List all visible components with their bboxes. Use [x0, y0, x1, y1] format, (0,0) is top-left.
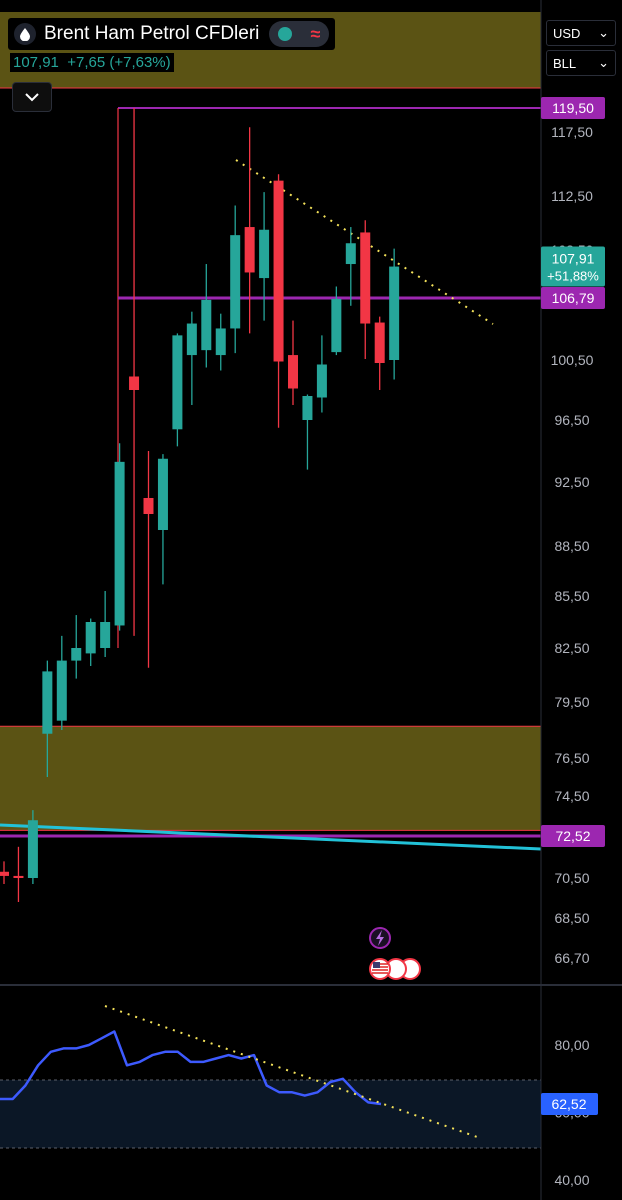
price-axis: 117,50112,50108,50100,5096,5092,5088,508… — [540, 0, 605, 985]
chevron-down-icon — [25, 93, 39, 102]
price-label-1: 106,79 — [552, 290, 595, 306]
currency-select[interactable]: USD ⌄ — [546, 20, 616, 46]
candle-body-20 — [288, 355, 298, 389]
candle-body-14 — [201, 299, 212, 351]
live-dot-icon — [278, 27, 293, 41]
axis-tick-8: 82,50 — [554, 640, 589, 656]
axis-tick-3: 100,50 — [551, 352, 594, 368]
symbol-title: Brent Ham Petrol CFDleri — [44, 23, 260, 44]
axis-tick-4: 96,50 — [554, 412, 589, 428]
axis-tick-14: 66,70 — [554, 950, 589, 966]
candle-body-9 — [129, 376, 140, 390]
axis-tick-9: 79,50 — [554, 694, 589, 710]
lightning-icon[interactable] — [369, 927, 391, 949]
zone-1 — [0, 726, 541, 831]
candle-body-22 — [316, 364, 327, 398]
candle-body-18 — [259, 229, 270, 279]
last-price-value: 107,91 — [552, 251, 595, 267]
candle-body-6 — [85, 622, 96, 654]
unit-select[interactable]: BLL ⌄ — [546, 50, 616, 76]
rsi-line — [0, 1030, 382, 1106]
candle-body-17 — [244, 227, 255, 273]
candle-body-11 — [157, 458, 168, 530]
rsi-current-label: 62,52 — [551, 1096, 586, 1112]
collapse-button[interactable] — [12, 82, 52, 112]
current-price: 107,91 — [13, 54, 59, 71]
candle-body-16 — [230, 235, 241, 329]
candle-body-24 — [345, 243, 356, 265]
currency-value: USD — [553, 25, 581, 41]
price-change: +7,65 (+7,63%) — [67, 54, 171, 71]
axis-tick-13: 68,50 — [554, 910, 589, 926]
candle-body-27 — [389, 266, 400, 360]
candle-body-0 — [0, 871, 9, 876]
drop-icon — [14, 23, 36, 45]
last-price-bg — [541, 246, 605, 287]
unit-value: BLL — [553, 55, 577, 71]
price-label-bg-1 — [541, 287, 605, 309]
candle-body-4 — [56, 660, 67, 721]
axis-tick-5: 92,50 — [554, 474, 589, 490]
candle-body-21 — [302, 396, 313, 420]
axis-tick-12: 70,50 — [554, 870, 589, 886]
candle-body-19 — [273, 180, 284, 362]
candle-body-7 — [100, 622, 111, 648]
symbol-header[interactable]: Brent Ham Petrol CFDleri ≈ — [8, 18, 336, 50]
event-markers[interactable] — [366, 926, 426, 982]
candle-body-1 — [13, 875, 24, 878]
approx-icon: ≈ — [310, 23, 321, 44]
candle-body-15 — [215, 328, 226, 356]
chevron-down-icon: ⌄ — [598, 55, 609, 70]
candle-body-12 — [172, 335, 183, 430]
indicator-toggle[interactable]: ≈ — [269, 21, 330, 47]
candle-body-25 — [360, 232, 371, 324]
axis-tick-11: 74,50 — [554, 788, 589, 804]
price-label-bg-2 — [541, 825, 605, 847]
candles — [0, 108, 400, 902]
axis-tick-0: 117,50 — [551, 124, 593, 140]
candle-body-10 — [143, 498, 154, 514]
rsi-band — [0, 1080, 541, 1148]
chevron-down-icon: ⌄ — [598, 25, 609, 40]
price-label-bg-0 — [541, 97, 605, 119]
candle-body-23 — [331, 298, 342, 353]
us-flag-icon[interactable] — [369, 958, 421, 980]
candle-body-8 — [114, 461, 125, 626]
price-label-2: 72,52 — [555, 828, 590, 844]
highlight-zones — [0, 12, 541, 831]
cyan-trendline — [0, 823, 542, 851]
last-price-change: +51,88% — [547, 269, 599, 284]
candle-body-3 — [42, 671, 53, 734]
candle-body-26 — [374, 322, 385, 363]
axis-tick-1: 112,50 — [551, 188, 593, 204]
axis-tick-6: 88,50 — [554, 538, 589, 554]
candle-body-13 — [186, 323, 197, 356]
candle-body-2 — [27, 820, 38, 878]
price-quote: 107,91 +7,65 (+7,63%) — [10, 53, 174, 72]
axis-tick-7: 85,50 — [554, 588, 589, 604]
rsi-current-bg — [541, 1092, 598, 1115]
rsi-tick-0: 80,00 — [554, 1037, 589, 1053]
axis-tick-10: 76,50 — [554, 750, 589, 766]
price-label-0: 119,50 — [552, 100, 594, 116]
rsi-tick-2: 40,00 — [554, 1172, 589, 1188]
candle-body-5 — [71, 648, 82, 661]
